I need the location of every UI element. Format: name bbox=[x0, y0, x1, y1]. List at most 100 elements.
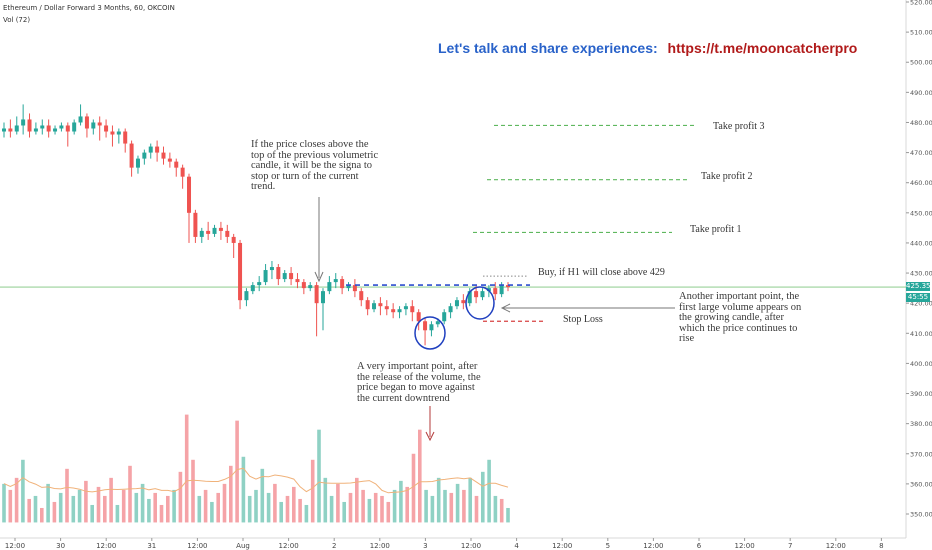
volume-bar bbox=[46, 483, 50, 523]
candle-body bbox=[416, 312, 421, 322]
candle-body bbox=[295, 279, 300, 283]
candle-body bbox=[429, 324, 434, 331]
promo-link[interactable]: https://t.me/mooncatcherpro bbox=[667, 40, 858, 56]
volume-bar bbox=[27, 498, 31, 523]
candle-body bbox=[72, 122, 77, 132]
volume-bar bbox=[159, 504, 164, 523]
candle-body bbox=[161, 152, 166, 159]
volume-bar bbox=[197, 495, 202, 523]
candle-body bbox=[320, 291, 325, 304]
volume-bar bbox=[399, 480, 403, 523]
candle-body bbox=[225, 230, 230, 237]
candle-body bbox=[327, 282, 332, 292]
candle-body bbox=[276, 267, 281, 280]
volume-bar bbox=[487, 459, 491, 523]
candle-body bbox=[40, 125, 45, 129]
volume-bar bbox=[153, 492, 157, 523]
volume-bar bbox=[424, 489, 428, 523]
time-axis-label: 12:00 bbox=[5, 542, 25, 550]
candle-body bbox=[289, 273, 294, 280]
volume-bar bbox=[96, 486, 101, 523]
volume-bar bbox=[203, 489, 208, 523]
volume-bar bbox=[342, 501, 346, 523]
candle-body bbox=[116, 131, 121, 135]
price-axis-label: 520.000 bbox=[910, 0, 932, 7]
candle-body bbox=[474, 291, 479, 298]
candle-body bbox=[301, 282, 306, 289]
annotation-volume-release: A very important point, after the releas… bbox=[357, 361, 481, 404]
price-axis-label: 510.000 bbox=[910, 29, 932, 37]
volume-bar bbox=[430, 495, 435, 523]
volume-bar bbox=[128, 465, 132, 523]
candle-body bbox=[91, 122, 96, 129]
price-axis-label: 420.000 bbox=[910, 300, 932, 308]
highlight-circle-volume-release bbox=[414, 316, 446, 350]
volume-bar bbox=[411, 453, 416, 523]
time-axis-label: 12:00 bbox=[552, 542, 572, 550]
candle-body bbox=[403, 306, 408, 310]
highlight-circle-large-volume bbox=[465, 286, 495, 320]
time-axis-label: 12:00 bbox=[279, 542, 299, 550]
candle-body bbox=[238, 242, 243, 301]
candle-body bbox=[346, 285, 351, 289]
candle-body bbox=[142, 152, 147, 159]
price-axis-label: 490.000 bbox=[910, 89, 932, 97]
volume-bar bbox=[21, 459, 25, 523]
volume-bar bbox=[443, 489, 447, 523]
volume-bar bbox=[109, 477, 113, 523]
candle-body bbox=[314, 285, 319, 304]
volume-bar bbox=[103, 495, 107, 523]
volume-bar bbox=[8, 489, 13, 523]
take-profit-2-label: Take profit 2 bbox=[701, 171, 753, 182]
candle-body bbox=[493, 288, 498, 295]
candle-body bbox=[269, 267, 274, 271]
volume-ma-line bbox=[3, 467, 509, 494]
annotation-volumetric-candle: If the price closes above the top of the… bbox=[251, 139, 379, 192]
candle-body bbox=[467, 291, 472, 304]
volume-bar bbox=[2, 483, 6, 523]
volume-bar bbox=[90, 504, 94, 523]
volume-bar bbox=[462, 489, 466, 523]
candle-body bbox=[257, 282, 262, 286]
stop-loss-label: Stop Loss bbox=[563, 314, 603, 325]
time-axis-label: 7 bbox=[788, 542, 792, 550]
time-axis-label: 5 bbox=[606, 542, 610, 550]
price-axis-label: 390.000 bbox=[910, 390, 932, 398]
volume-bar bbox=[355, 477, 359, 523]
last-price-tag: 425.351 bbox=[906, 282, 932, 291]
annotation-large-volume: Another important point, the first large… bbox=[679, 291, 802, 344]
candle-body bbox=[410, 306, 415, 313]
volume-bar bbox=[266, 492, 271, 523]
candle-body bbox=[282, 273, 287, 280]
volume-bar bbox=[52, 501, 57, 523]
candle-body bbox=[448, 306, 453, 313]
candle-body bbox=[384, 306, 389, 310]
time-axis-label: 4 bbox=[514, 542, 519, 550]
volume-bar bbox=[336, 483, 340, 523]
candle-body bbox=[461, 300, 466, 304]
volume-bar bbox=[380, 495, 384, 523]
volume-bar bbox=[235, 420, 239, 523]
candle-body bbox=[97, 122, 102, 126]
volume-bar bbox=[418, 429, 422, 523]
price-axis-label: 370.000 bbox=[910, 450, 932, 458]
volume-bar bbox=[247, 495, 252, 523]
candle-body bbox=[340, 279, 345, 289]
time-axis-label: 12:00 bbox=[461, 542, 481, 550]
volume-bar bbox=[184, 414, 189, 523]
volume-bar bbox=[373, 492, 378, 523]
candle-body bbox=[372, 303, 377, 310]
candle-body bbox=[423, 321, 428, 331]
annotation-arrow-head bbox=[500, 303, 511, 313]
candle-body bbox=[308, 285, 313, 289]
candle-body bbox=[110, 131, 115, 135]
candle-body bbox=[129, 143, 134, 168]
time-axis-label: 12:00 bbox=[826, 542, 846, 550]
candle-body bbox=[33, 128, 38, 132]
volume-bar bbox=[361, 489, 365, 523]
time-axis-label: 31 bbox=[147, 542, 156, 550]
volume-bar bbox=[58, 492, 63, 523]
candle-body bbox=[84, 116, 89, 129]
volume-bar bbox=[33, 495, 38, 523]
